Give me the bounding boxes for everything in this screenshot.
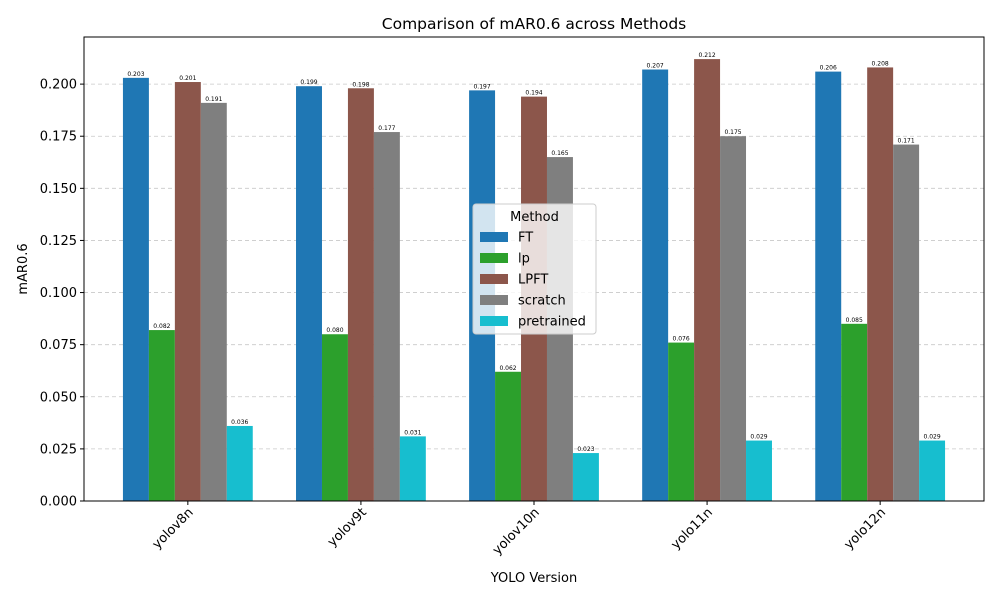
bar-value-label: 0.203: [127, 71, 144, 78]
bar-LPFT-yolo12n: [867, 67, 894, 501]
bar-LPFT-yolo11n: [694, 59, 721, 501]
bar-value-label: 0.076: [673, 336, 690, 343]
y-tick-label: 0.175: [40, 130, 77, 145]
bar-pretrained-yolov9t: [399, 436, 426, 501]
bar-lp-yolo11n: [668, 342, 695, 501]
y-tick-label: 0.000: [40, 495, 77, 510]
x-tick-label: yolov8n: [150, 505, 197, 552]
bar-lp-yolov8n: [148, 330, 175, 501]
x-tick-label: yolo11n: [669, 505, 716, 552]
y-tick-label: 0.100: [40, 286, 77, 301]
bar-value-label: 0.207: [647, 63, 664, 70]
bar-scratch-yolov8n: [200, 102, 227, 501]
bar-value-label: 0.201: [179, 75, 196, 82]
bar-value-label: 0.208: [872, 60, 889, 67]
value-labels: 0.203 0.199 0.197 0.207 0.206 0.082 0.080 0.062…: [127, 52, 941, 453]
bar-value-label: 0.080: [326, 327, 343, 334]
legend-label-pretrained: pretrained: [518, 315, 586, 330]
x-tick-label: yolov9t: [325, 505, 370, 550]
bar-value-label: 0.062: [499, 365, 516, 372]
bar-value-label: 0.194: [525, 90, 542, 97]
legend-swatch-pretrained: [480, 316, 508, 326]
bar-LPFT-yolov8n: [174, 82, 201, 501]
bar-FT-yolov9t: [296, 86, 322, 501]
legend-swatch-scratch: [480, 295, 508, 305]
bar-value-label: 0.191: [205, 96, 222, 103]
bar-lp-yolo12n: [841, 323, 868, 501]
chart-title: Comparison of mAR0.6 across Methods: [382, 15, 686, 33]
x-tick-label: yolo12n: [842, 505, 889, 552]
bar-pretrained-yolo12n: [919, 440, 946, 501]
y-tick-label: 0.075: [40, 338, 77, 353]
plot-frame: [83, 36, 985, 502]
bar-FT-yolo11n: [642, 69, 669, 501]
bar-value-label: 0.206: [820, 65, 837, 72]
bar-value-label: 0.031: [404, 429, 421, 436]
bar-pretrained-yolov8n: [226, 425, 253, 501]
bar-lp-yolov9t: [321, 334, 348, 501]
bar-value-label: 0.177: [378, 125, 395, 132]
bar-value-label: 0.171: [898, 138, 915, 145]
x-tick-label: yolov10n: [490, 505, 543, 558]
y-tick-label: 0.200: [40, 78, 77, 93]
legend-label-LPFT: LPFT: [518, 273, 548, 288]
legend-swatch-LPFT: [480, 274, 508, 284]
bar-value-label: 0.082: [153, 323, 170, 330]
bar-scratch-yolo12n: [893, 144, 920, 501]
bar-value-label: 0.197: [473, 83, 490, 90]
bar-value-label: 0.212: [698, 52, 715, 59]
bar-value-label: 0.199: [300, 79, 317, 86]
legend-swatch-lp: [480, 253, 508, 263]
legend-label-scratch: scratch: [518, 294, 566, 309]
bar-pretrained-yolov10n: [572, 453, 599, 501]
bar-value-label: 0.085: [846, 317, 863, 324]
legend-label-FT: FT: [518, 231, 533, 246]
bar-scratch-yolo11n: [720, 136, 747, 501]
bar-pretrained-yolo11n: [746, 440, 772, 501]
y-tick-label: 0.025: [40, 442, 77, 457]
legend: Method FT lp LPFT scratch pretrained: [472, 203, 597, 335]
y-axis-title: mAR0.6: [16, 243, 31, 294]
bar-scratch-yolov9t: [373, 132, 400, 501]
legend-swatch-FT: [480, 232, 508, 242]
bar-value-label: 0.175: [724, 129, 741, 136]
y-tick-label: 0.150: [40, 182, 77, 197]
bar-value-label: 0.029: [750, 434, 767, 441]
bar-FT-yolo12n: [815, 71, 842, 501]
bar-FT-yolov8n: [122, 77, 149, 501]
y-tick-label: 0.050: [40, 390, 77, 405]
bar-value-label: 0.198: [352, 81, 369, 88]
legend-label-lp: lp: [518, 252, 530, 267]
bar-value-label: 0.023: [577, 446, 594, 453]
x-axis-title: YOLO Version: [490, 571, 577, 586]
bar-lp-yolov10n: [495, 371, 522, 501]
bar-value-label: 0.036: [231, 419, 248, 426]
bar-value-label: 0.029: [923, 434, 940, 441]
y-tick-label: 0.125: [40, 234, 77, 249]
bar-value-label: 0.165: [551, 150, 568, 157]
bar-LPFT-yolov9t: [347, 88, 374, 502]
legend-title: Method: [510, 210, 559, 225]
